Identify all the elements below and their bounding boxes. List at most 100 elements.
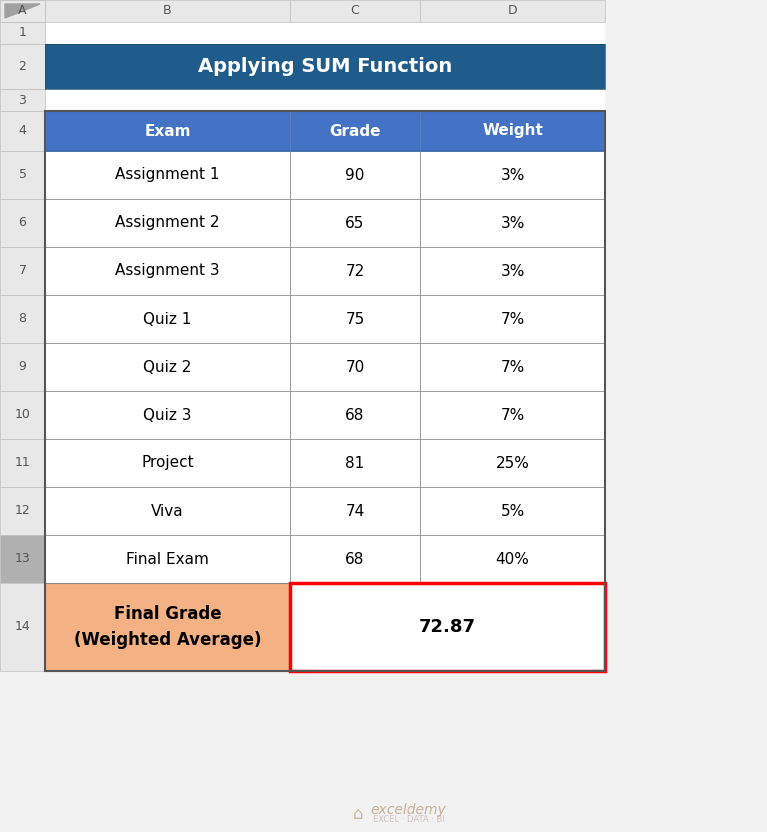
Bar: [290, 199, 420, 247]
Text: 74: 74: [345, 503, 364, 518]
Bar: [0, 0, 45, 22]
Text: EXCEL · DATA · BI: EXCEL · DATA · BI: [373, 815, 444, 825]
Text: 11: 11: [15, 457, 31, 469]
Bar: [420, 0, 605, 22]
Text: 13: 13: [15, 552, 31, 566]
Text: 65: 65: [345, 215, 364, 230]
Bar: [290, 295, 420, 343]
Bar: [45, 199, 290, 247]
Text: 68: 68: [345, 552, 364, 567]
Bar: [45, 247, 290, 295]
Text: C: C: [351, 4, 360, 17]
Text: Viva: Viva: [151, 503, 184, 518]
Bar: [420, 111, 605, 151]
Bar: [0, 295, 45, 343]
Bar: [420, 151, 605, 199]
Bar: [0, 535, 45, 583]
Text: 9: 9: [18, 360, 26, 374]
Bar: [420, 343, 605, 391]
Text: Project: Project: [141, 455, 194, 471]
Bar: [290, 111, 420, 151]
Text: 7%: 7%: [500, 311, 525, 326]
Bar: [0, 199, 45, 247]
Text: ⌂: ⌂: [354, 805, 364, 823]
Bar: [290, 343, 420, 391]
Text: 72.87: 72.87: [419, 618, 476, 636]
Bar: [45, 111, 605, 151]
Bar: [45, 0, 290, 22]
Text: 2: 2: [18, 60, 26, 73]
Bar: [290, 583, 605, 671]
Text: D: D: [508, 4, 517, 17]
Text: 3: 3: [18, 93, 26, 106]
Text: 1: 1: [18, 27, 26, 39]
Bar: [45, 583, 290, 671]
Bar: [0, 22, 45, 44]
Bar: [290, 439, 420, 487]
Bar: [290, 0, 420, 22]
Text: Assignment 2: Assignment 2: [115, 215, 220, 230]
Bar: [45, 343, 290, 391]
Bar: [420, 391, 605, 439]
Text: 40%: 40%: [495, 552, 529, 567]
Text: exceldemy: exceldemy: [370, 803, 446, 817]
Text: 70: 70: [345, 359, 364, 374]
Bar: [290, 151, 420, 199]
Text: 7%: 7%: [500, 408, 525, 423]
Bar: [420, 295, 605, 343]
Text: 90: 90: [345, 167, 364, 182]
Bar: [45, 295, 290, 343]
Text: Applying SUM Function: Applying SUM Function: [198, 57, 452, 76]
Text: Weight: Weight: [482, 123, 543, 138]
Bar: [0, 44, 45, 89]
Bar: [45, 111, 605, 671]
Text: 7%: 7%: [500, 359, 525, 374]
Bar: [0, 487, 45, 535]
Bar: [290, 247, 420, 295]
Text: Exam: Exam: [144, 123, 191, 138]
Text: 8: 8: [18, 313, 27, 325]
Polygon shape: [5, 4, 40, 18]
Text: Final Grade
(Weighted Average): Final Grade (Weighted Average): [74, 605, 262, 649]
Bar: [0, 439, 45, 487]
Text: 5: 5: [18, 169, 27, 181]
Text: B: B: [163, 4, 172, 17]
Text: Quiz 1: Quiz 1: [143, 311, 192, 326]
Bar: [420, 439, 605, 487]
Bar: [290, 583, 605, 671]
Bar: [45, 111, 290, 151]
Bar: [290, 535, 420, 583]
Text: 10: 10: [15, 409, 31, 422]
Text: Grade: Grade: [329, 123, 380, 138]
Text: 75: 75: [345, 311, 364, 326]
Text: 3%: 3%: [500, 215, 525, 230]
Bar: [420, 535, 605, 583]
Bar: [45, 44, 605, 89]
Bar: [0, 111, 45, 151]
Text: 14: 14: [15, 621, 31, 633]
Bar: [0, 0, 45, 22]
Bar: [45, 535, 290, 583]
Bar: [0, 343, 45, 391]
Text: Assignment 3: Assignment 3: [115, 264, 220, 279]
Text: 6: 6: [18, 216, 26, 230]
Text: 4: 4: [18, 125, 26, 137]
Bar: [45, 44, 605, 89]
Text: 68: 68: [345, 408, 364, 423]
Bar: [290, 487, 420, 535]
Bar: [0, 89, 45, 111]
Bar: [45, 487, 290, 535]
Text: 7: 7: [18, 265, 27, 278]
Text: Final Exam: Final Exam: [126, 552, 209, 567]
Text: 81: 81: [345, 455, 364, 471]
Bar: [45, 22, 605, 671]
Bar: [0, 151, 45, 199]
Text: 72: 72: [345, 264, 364, 279]
Text: 5%: 5%: [500, 503, 525, 518]
Text: 12: 12: [15, 504, 31, 518]
Text: A: A: [18, 4, 27, 17]
Bar: [420, 199, 605, 247]
Bar: [0, 583, 45, 671]
Bar: [0, 247, 45, 295]
Text: Quiz 3: Quiz 3: [143, 408, 192, 423]
